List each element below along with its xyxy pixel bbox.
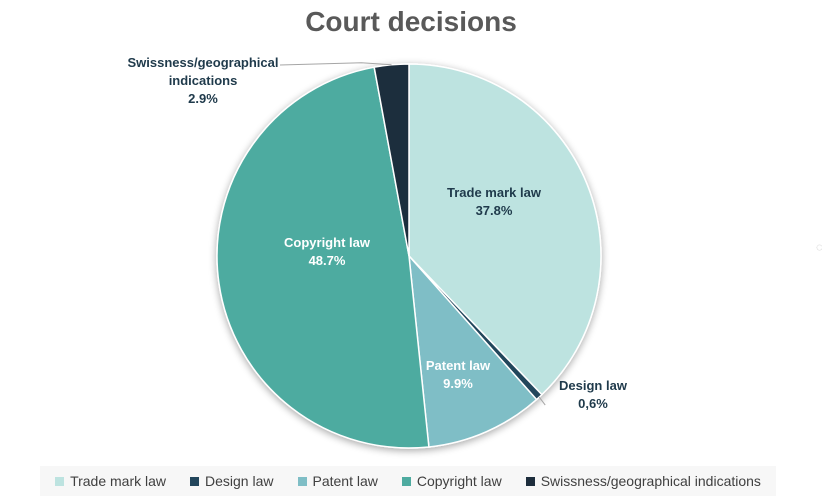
legend-label: Swissness/geographical indications: [541, 473, 761, 489]
legend-label: Copyright law: [417, 473, 502, 489]
leader-line-design-law: [539, 397, 545, 405]
legend-swatch: [526, 477, 535, 486]
edge-mark: ◌: [816, 240, 822, 254]
legend-item-copyright-law: Copyright law: [402, 473, 502, 489]
legend-label: Patent law: [313, 473, 378, 489]
legend-label: Design law: [205, 473, 273, 489]
leader-line-swissness-geographical-indications: [280, 63, 392, 65]
legend: Trade mark law Design law Patent law Copyri…: [40, 466, 776, 496]
legend-swatch: [298, 477, 307, 486]
legend-label: Trade mark law: [70, 473, 166, 489]
legend-item-swissness-geographical-indications: Swissness/geographical indications: [526, 473, 761, 489]
legend-item-design-law: Design law: [190, 473, 273, 489]
legend-swatch: [402, 477, 411, 486]
legend-item-patent-law: Patent law: [298, 473, 378, 489]
data-label-swissness-geographical-indications: Swissness/geographicalindications2.9%: [127, 55, 278, 106]
pie-slices: [217, 64, 601, 448]
legend-item-trade-mark-law: Trade mark law: [55, 473, 166, 489]
data-label-design-law: Design law0,6%: [559, 378, 628, 411]
legend-swatch: [190, 477, 199, 486]
legend-swatch: [55, 477, 64, 486]
pie-chart: Trade mark law37.8%Design law0,6%Patent …: [0, 0, 822, 466]
